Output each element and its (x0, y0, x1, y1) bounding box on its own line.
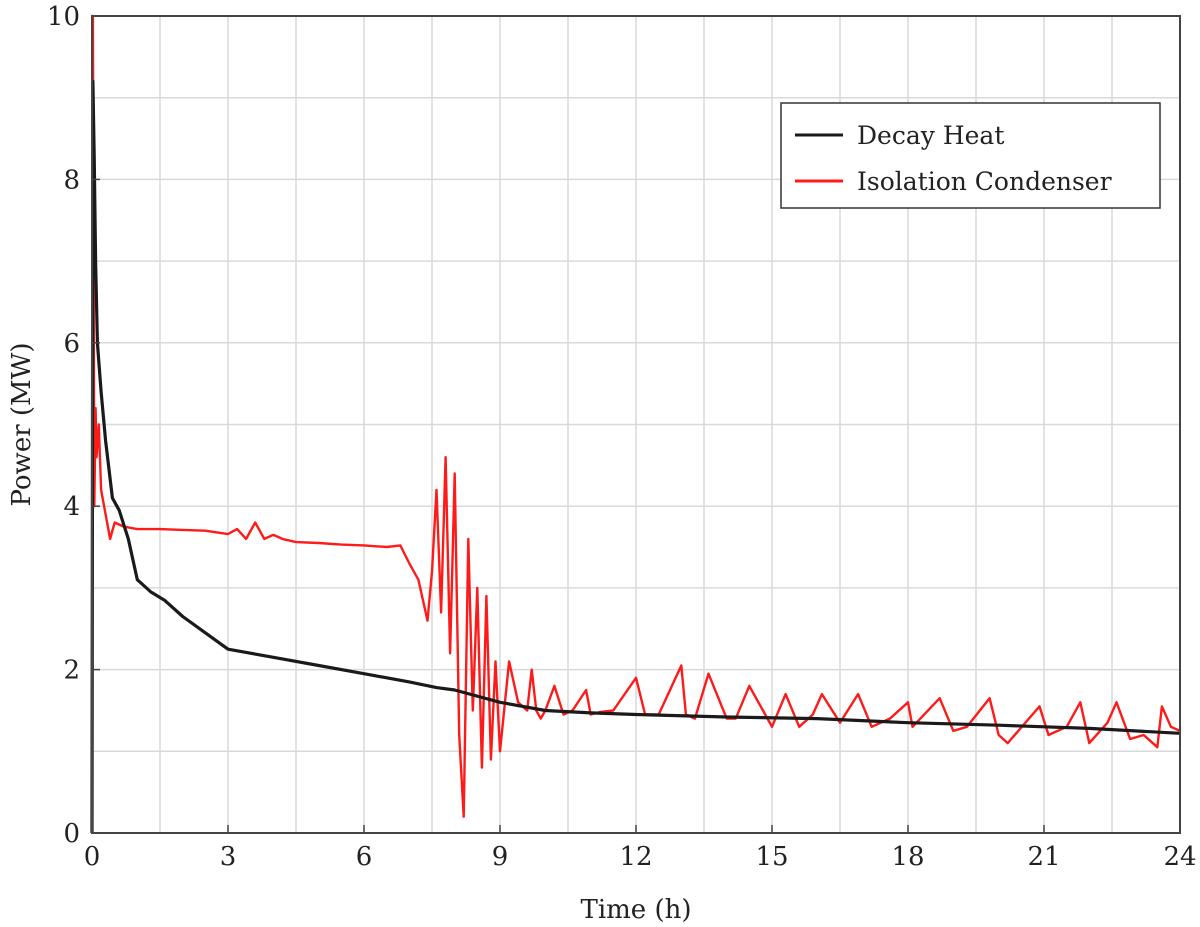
legend-box (780, 102, 1161, 209)
x-tick-label: 0 (84, 842, 101, 872)
x-tick-label: 6 (356, 842, 373, 872)
legend-label-isolation-condenser: Isolation Condenser (857, 167, 1112, 196)
x-axis-label: Time (h) (581, 895, 692, 925)
y-tick-label: 2 (63, 656, 80, 686)
x-tick-label: 12 (619, 842, 652, 872)
legend-label-decay-heat: Decay Heat (857, 121, 1004, 150)
x-tick-label: 18 (891, 842, 924, 872)
y-axis-label: Power (MW) (7, 342, 37, 506)
y-tick-label: 4 (63, 492, 80, 522)
x-tick-label: 24 (1163, 842, 1196, 872)
series-lines (90, 14, 1181, 834)
x-tick-label: 21 (1027, 842, 1060, 872)
y-tick-label: 6 (63, 329, 80, 359)
y-tick-label: 0 (63, 819, 80, 849)
series-line-decay-heat (90, 79, 1181, 834)
x-tick-label: 3 (220, 842, 237, 872)
x-tick-label: 15 (755, 842, 788, 872)
y-tick-label: 10 (47, 2, 80, 32)
legend: Decay Heat Isolation Condenser (780, 102, 1161, 209)
series-line-isolation-condenser (90, 14, 1181, 834)
x-tick-label: 9 (492, 842, 509, 872)
y-tick-label: 8 (63, 165, 80, 195)
